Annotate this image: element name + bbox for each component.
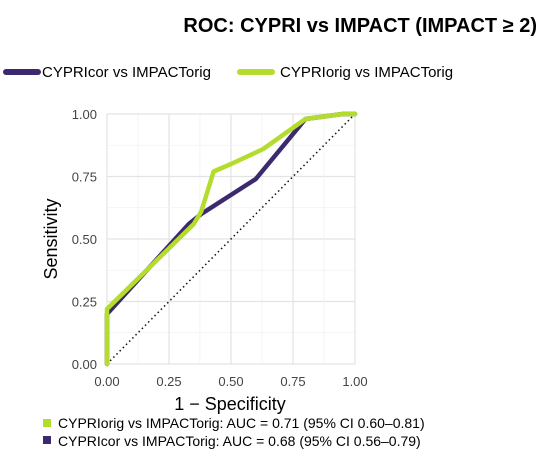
grid: [106, 113, 356, 365]
x-axis-ticks: 0.00 0.25 0.50 0.75 1.00: [94, 374, 367, 389]
x-tick-label: 0.00: [94, 374, 119, 389]
legend: CYPRIcor vs IMPACTorig CYPRIorig vs IMPA…: [3, 64, 453, 81]
x-tick-label: 0.25: [156, 374, 181, 389]
x-axis-title: 1 − Specificity: [174, 394, 286, 414]
auc-swatch-cyprlcor: [43, 436, 51, 444]
y-axis-title: Sensitivity: [41, 198, 61, 279]
series-line-cypriorig: [104, 111, 358, 367]
y-axis-ticks: 0.00 0.25 0.50 0.75 1.00: [72, 107, 97, 372]
legend-label-cyprlcor: CYPRIcor vs IMPACTorig: [42, 64, 211, 81]
x-tick-label: 1.00: [342, 374, 367, 389]
y-tick-label: 0.50: [72, 232, 97, 247]
y-tick-label: 0.00: [72, 357, 97, 372]
plot-area: [104, 111, 358, 367]
diagonal-reference-line: [106, 113, 356, 365]
auc-label-cypriorig: CYPRIorig vs IMPACTorig: AUC = 0.71 (95%…: [58, 415, 425, 431]
y-tick-label: 0.25: [72, 295, 97, 310]
x-tick-label: 0.50: [218, 374, 243, 389]
y-tick-label: 1.00: [72, 107, 97, 122]
x-tick-label: 0.75: [280, 374, 305, 389]
chart-title: ROC: CYPRI vs IMPACT (IMPACT ≥ 2): [183, 15, 537, 37]
y-tick-label: 0.75: [72, 170, 97, 185]
auc-swatch-cypriorig: [43, 419, 51, 427]
legend-label-cypriorig: CYPRIorig vs IMPACTorig: [280, 64, 453, 81]
auc-annotations: CYPRIorig vs IMPACTorig: AUC = 0.71 (95%…: [43, 415, 425, 449]
auc-label-cyprlcor: CYPRIcor vs IMPACTorig: AUC = 0.68 (95% …: [58, 433, 421, 449]
